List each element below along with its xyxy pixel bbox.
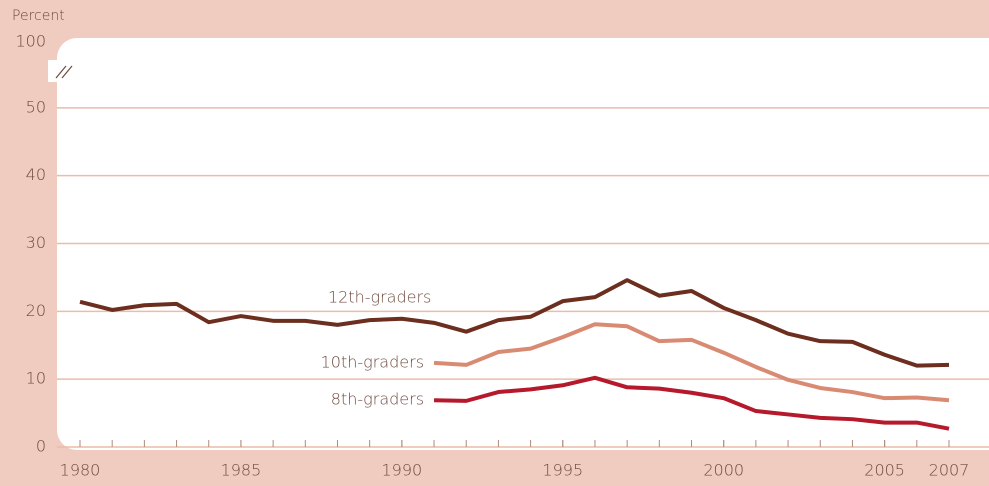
y-tick-label: 10 <box>26 369 46 388</box>
series-line <box>433 322 950 403</box>
axis-break <box>55 65 67 79</box>
series-label: 12th-graders <box>328 288 431 307</box>
x-tick-label: 1995 <box>542 461 583 480</box>
x-tick-label: 1990 <box>381 461 422 480</box>
y-tick-label: 30 <box>26 233 46 252</box>
series-label: 8th-graders <box>331 390 424 409</box>
y-axis-label: Percent <box>12 8 65 24</box>
x-tick-label: 2005 <box>864 461 905 480</box>
series-line <box>79 278 950 368</box>
break-gap <box>48 60 78 82</box>
y-tick-label: 100 <box>15 32 46 51</box>
x-tick-label: 2007 <box>929 461 970 480</box>
x-tick-label: 2000 <box>703 461 744 480</box>
y-tick-label: 0 <box>36 437 46 456</box>
x-tick-label: 1985 <box>221 461 262 480</box>
axis-break <box>61 65 73 79</box>
series-line <box>433 375 950 431</box>
series-label: 10th-graders <box>321 352 424 371</box>
x-tick-label: 1980 <box>60 461 101 480</box>
y-tick-label: 50 <box>26 97 46 116</box>
y-tick-label: 40 <box>26 165 46 184</box>
y-tick-label: 20 <box>26 301 46 320</box>
